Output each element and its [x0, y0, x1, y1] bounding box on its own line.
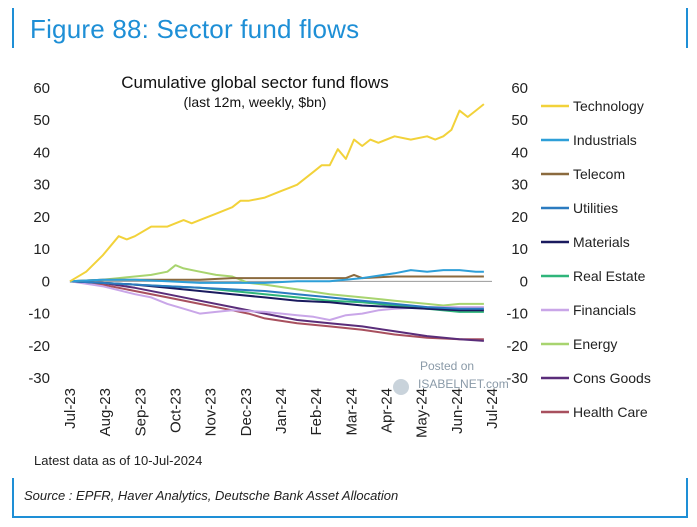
y-tick-label-left: 50: [33, 112, 50, 129]
footnote: Latest data as of 10-Jul-2024: [34, 453, 202, 468]
y-tick-label-right: -30: [506, 370, 528, 387]
legend-label-health-care: Health Care: [573, 404, 648, 420]
y-tick-label-right: 40: [511, 144, 528, 161]
y-tick-label-left: 0: [42, 273, 50, 290]
y-tick-label-left: 60: [33, 80, 50, 97]
watermark-logo-icon: [393, 379, 409, 395]
y-tick-label-left: -20: [28, 338, 50, 355]
y-tick-label-left: -30: [28, 370, 50, 387]
y-tick-label-left: 10: [33, 241, 50, 258]
legend-label-real-estate: Real Estate: [573, 268, 646, 284]
y-tick-label-left: -10: [28, 306, 50, 323]
series-line-financials: [69, 280, 484, 321]
x-tick-label: Jun-24: [449, 388, 466, 434]
y-tick-label-right: 20: [511, 209, 528, 226]
x-tick-label: Apr-24: [379, 388, 396, 433]
x-tick-label: Mar-24: [343, 388, 360, 436]
legend-label-materials: Materials: [573, 234, 630, 250]
y-tick-label-left: 20: [33, 209, 50, 226]
series-lines: [69, 103, 485, 342]
x-tick-label: Jul-24: [484, 388, 501, 429]
series-line-energy: [69, 264, 484, 307]
series-line-technology: [69, 103, 485, 283]
legend-label-financials: Financials: [573, 302, 636, 318]
x-tick-label: Feb-24: [308, 388, 325, 436]
legend-label-telecom: Telecom: [573, 166, 625, 182]
legend: Technology Industrials Telecom Utilities Mat…: [541, 98, 651, 420]
legend-label-utilities: Utilities: [573, 200, 618, 216]
figure-frame-top: [12, 8, 688, 48]
source-note: Source : EPFR, Haver Analytics, Deutsche…: [24, 488, 399, 503]
watermark-line1: Posted on: [420, 359, 474, 373]
y-tick-label-right: -20: [506, 338, 528, 355]
y-tick-label-left: 40: [33, 144, 50, 161]
series-line-health-care: [69, 280, 484, 341]
x-tick-label: Jan-24: [273, 388, 290, 434]
figure-frame-bottom: [12, 478, 688, 518]
chart-subtitle: (last 12m, weekly, $bn): [184, 94, 327, 110]
figure-title: Figure 88: Sector fund flows: [30, 14, 360, 44]
x-tick-label: Jul-23: [62, 388, 79, 429]
legend-label-technology: Technology: [573, 98, 644, 114]
legend-label-cons-goods: Cons Goods: [573, 370, 651, 386]
y-tick-label-right: 10: [511, 241, 528, 258]
x-tick-label: Dec-23: [238, 388, 255, 436]
x-tick-label: Oct-23: [168, 388, 185, 433]
x-tick-label: Aug-23: [97, 388, 114, 436]
x-tick-label: Nov-23: [203, 388, 220, 436]
y-tick-label-right: 50: [511, 112, 528, 129]
y-axis-right: -30 -20 -10 0 10 20 30 40 50 60: [506, 80, 528, 387]
watermark: Posted on ISABELNET.com: [393, 359, 509, 395]
legend-label-industrials: Industrials: [573, 132, 637, 148]
series-line-utilities: [69, 280, 484, 310]
y-tick-label-right: 30: [511, 177, 528, 194]
y-axis-left: -30 -20 -10 0 10 20 30 40 50 60: [28, 80, 50, 387]
x-tick-label: Sep-23: [132, 388, 149, 436]
y-tick-label-right: -10: [506, 306, 528, 323]
watermark-line2: ISABELNET.com: [418, 377, 509, 391]
chart-title: Cumulative global sector fund flows: [121, 73, 388, 92]
x-tick-label: May-24: [414, 388, 431, 438]
legend-label-energy: Energy: [573, 336, 617, 352]
x-axis: Jul-23 Aug-23 Sep-23 Oct-23 Nov-23 Dec-23 Jan-…: [62, 388, 501, 438]
chart: Cumulative global sector fund flows (las…: [28, 73, 651, 468]
y-tick-label-right: 0: [520, 273, 528, 290]
series-line-industrials: [69, 269, 484, 284]
y-tick-label-left: 30: [33, 177, 50, 194]
series-line-cons-goods: [69, 280, 484, 342]
y-tick-label-right: 60: [511, 80, 528, 97]
